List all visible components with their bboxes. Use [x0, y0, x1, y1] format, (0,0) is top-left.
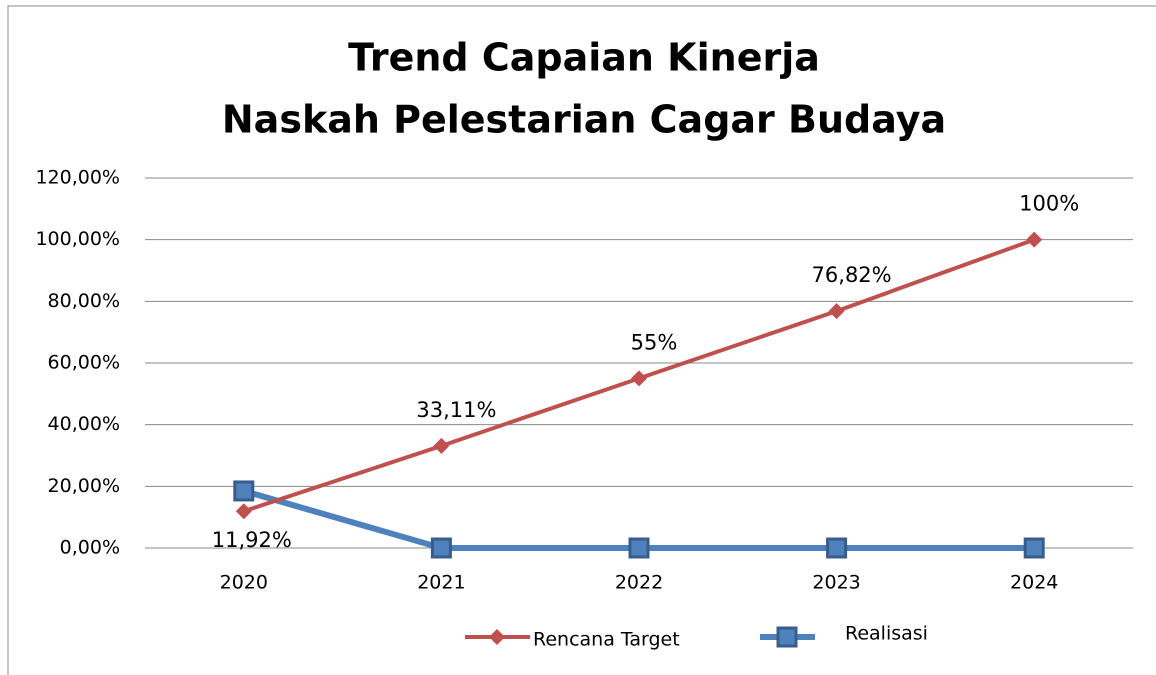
square-marker: [430, 537, 452, 559]
chart-title: Trend Capaian Kinerja: [348, 36, 820, 80]
chart-frame: [7, 5, 1156, 675]
legend-label: Rencana Target: [533, 629, 680, 651]
square-marker: [826, 537, 848, 559]
data-label: 100%: [1019, 192, 1079, 216]
diamond-marker: [828, 303, 845, 320]
diamond-marker: [1026, 231, 1043, 248]
diamond-marker: [631, 370, 647, 387]
y-tick-label: 80,00%: [48, 290, 120, 312]
legend-label: Realisasi: [845, 623, 928, 645]
y-tick-label: 60,00%: [48, 352, 120, 374]
x-tick-label: 2023: [812, 572, 860, 594]
data-label: 11,92%: [212, 528, 292, 552]
square-marker: [233, 480, 255, 502]
data-label: 33,11%: [416, 398, 496, 422]
chart-title: Naskah Pelestarian Cagar Budaya: [222, 98, 946, 142]
x-tick-label: 2020: [220, 572, 268, 594]
legend-marker: [776, 626, 798, 648]
diamond-marker: [235, 503, 252, 520]
square-marker: [1023, 537, 1045, 559]
y-tick-label: 0,00%: [60, 537, 120, 559]
x-tick-label: 2021: [417, 572, 465, 594]
x-tick-label: 2024: [1010, 572, 1058, 594]
y-tick-label: 40,00%: [48, 413, 120, 435]
data-label: 55%: [631, 330, 678, 354]
data-label: 76,82%: [812, 263, 892, 287]
square-marker: [628, 537, 650, 559]
y-tick-label: 120,00%: [35, 167, 120, 189]
y-tick-label: 20,00%: [48, 475, 120, 497]
diamond-marker: [433, 437, 450, 454]
legend-marker: [489, 629, 505, 645]
x-tick-label: 2022: [615, 572, 663, 594]
y-tick-label: 100,00%: [35, 228, 120, 250]
